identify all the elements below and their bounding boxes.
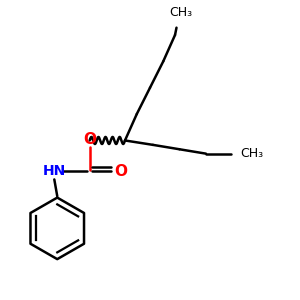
Text: CH₃: CH₃ (169, 6, 193, 19)
Text: O: O (115, 164, 128, 179)
Text: HN: HN (43, 164, 66, 178)
Text: CH₃: CH₃ (240, 147, 263, 160)
Text: O: O (83, 132, 96, 147)
